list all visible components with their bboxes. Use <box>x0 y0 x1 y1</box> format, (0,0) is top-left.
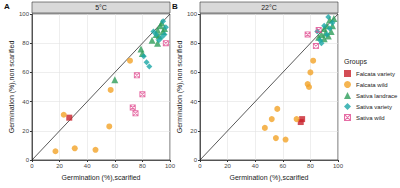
svg-text:20: 20 <box>190 128 197 134</box>
svg-text:Germination (%),scarified: Germination (%),scarified <box>230 174 309 182</box>
svg-text:B: B <box>172 2 178 11</box>
svg-text:60: 60 <box>111 163 118 169</box>
svg-text:40: 40 <box>190 99 197 105</box>
svg-text:Falcata variety: Falcata variety <box>356 71 395 77</box>
svg-text:Germination (%),non scarified: Germination (%),non scarified <box>8 41 16 134</box>
svg-text:20: 20 <box>56 163 63 169</box>
svg-text:40: 40 <box>84 163 91 169</box>
svg-text:Germination (%),scarified: Germination (%),scarified <box>62 174 141 182</box>
svg-text:0: 0 <box>194 157 198 163</box>
svg-text:80: 80 <box>190 40 197 46</box>
svg-text:20: 20 <box>22 128 29 134</box>
svg-text:40: 40 <box>252 163 259 169</box>
svg-text:80: 80 <box>307 163 314 169</box>
svg-text:Sativa wild: Sativa wild <box>356 115 385 121</box>
svg-text:100: 100 <box>165 163 176 169</box>
svg-text:0: 0 <box>26 157 30 163</box>
svg-text:60: 60 <box>190 69 197 75</box>
svg-text:20: 20 <box>224 163 231 169</box>
svg-text:80: 80 <box>139 163 146 169</box>
svg-text:Sativa landrace: Sativa landrace <box>356 93 398 99</box>
svg-text:22°C: 22°C <box>261 4 277 11</box>
svg-text:A: A <box>4 2 10 11</box>
svg-text:100: 100 <box>333 163 344 169</box>
svg-text:40: 40 <box>22 99 29 105</box>
svg-text:0: 0 <box>198 163 202 169</box>
svg-text:60: 60 <box>279 163 286 169</box>
svg-text:60: 60 <box>22 69 29 75</box>
svg-text:5°C: 5°C <box>95 4 107 11</box>
svg-text:Sativa variety: Sativa variety <box>356 104 392 110</box>
svg-text:Germination (%),non scarified: Germination (%),non scarified <box>176 41 184 134</box>
svg-text:Falcata wild: Falcata wild <box>356 82 388 88</box>
svg-text:0: 0 <box>30 163 34 169</box>
svg-text:100: 100 <box>19 11 30 17</box>
svg-text:80: 80 <box>22 40 29 46</box>
svg-text:100: 100 <box>187 11 198 17</box>
svg-text:Groups: Groups <box>344 58 367 66</box>
